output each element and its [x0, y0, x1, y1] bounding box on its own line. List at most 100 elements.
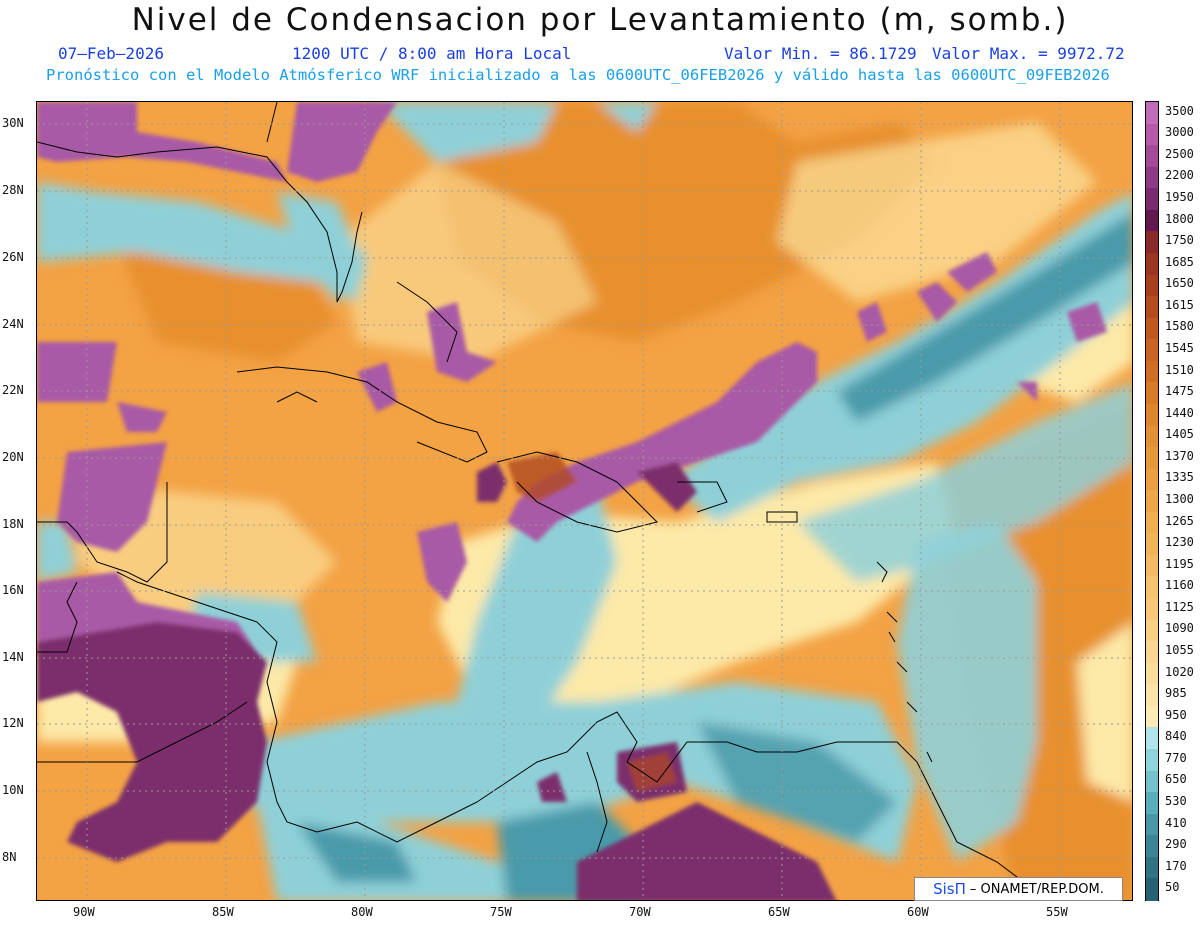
lon-label: 85W — [212, 905, 234, 919]
colorbar-cell — [1146, 641, 1158, 664]
colorbar-cell — [1146, 878, 1158, 901]
colorbar-cell — [1146, 145, 1158, 168]
colorbar-cell — [1146, 533, 1158, 556]
colorbar-label: 1685 — [1165, 254, 1194, 269]
colorbar-cell — [1146, 576, 1158, 599]
lat-label: 24N — [2, 317, 24, 331]
colorbar-label: 1650 — [1165, 276, 1194, 291]
colorbar-label: 1020 — [1165, 664, 1194, 679]
colorbar-cell — [1146, 360, 1158, 383]
value-min: Valor Min. = 86.1729 — [724, 44, 917, 63]
colorbar-cell — [1146, 209, 1158, 232]
lat-label: 8N — [2, 850, 17, 864]
colorbar-cell — [1146, 770, 1158, 793]
colorbar-cell — [1146, 835, 1158, 858]
colorbar-cell — [1146, 339, 1158, 362]
colorbar-label: 1615 — [1165, 297, 1194, 312]
purple-regions — [37, 102, 1107, 900]
graticule — [37, 102, 1132, 900]
colorbar-label: 1055 — [1165, 642, 1194, 657]
lat-label: 22N — [2, 383, 24, 397]
lat-label: 26N — [2, 250, 24, 264]
colorbar-cell — [1146, 252, 1158, 276]
colorbar — [1145, 101, 1159, 901]
colorbar-cell — [1146, 102, 1158, 125]
credit-text: – ONAMET/REP.DOM. — [969, 881, 1104, 897]
lat-label: 18N — [2, 517, 24, 531]
colorbar-label: 1750 — [1165, 233, 1194, 248]
colorbar-cell — [1146, 490, 1158, 513]
sispi-logo: SisΠ — [933, 880, 966, 898]
lon-label: 75W — [490, 905, 512, 919]
lat-label: 16N — [2, 583, 24, 597]
forecast-info: Pronóstico con el Modelo Atmósferico WRF… — [46, 66, 1110, 84]
colorbar-label: 2200 — [1165, 168, 1194, 183]
colorbar-cell — [1146, 274, 1158, 297]
colorbar-label: 1300 — [1165, 492, 1194, 506]
colorbar-label: 950 — [1165, 707, 1187, 722]
colorbar-label: 1405 — [1165, 427, 1194, 442]
colorbar-cell — [1146, 554, 1158, 578]
colorbar-cell — [1146, 188, 1158, 211]
colorbar-label: 2500 — [1165, 146, 1194, 161]
colorbar-label: 1160 — [1165, 578, 1194, 593]
coastlines — [37, 102, 1055, 900]
colorbar-cell — [1146, 727, 1158, 750]
map-field — [37, 102, 1132, 900]
colorbar-cell — [1146, 598, 1158, 621]
colorbar-label: 1090 — [1165, 621, 1194, 636]
lcl-map — [36, 101, 1133, 901]
colorbar-cell — [1146, 296, 1158, 319]
colorbar-cell — [1146, 619, 1158, 642]
lon-label: 70W — [629, 905, 651, 919]
colorbar-label: 290 — [1165, 837, 1187, 852]
colorbar-label: 985 — [1165, 686, 1187, 701]
lon-label: 65W — [768, 905, 790, 919]
colorbar-cell — [1146, 468, 1158, 491]
colorbar-cell — [1146, 662, 1158, 685]
colorbar-label: 1370 — [1165, 448, 1194, 463]
colorbar-cell — [1146, 231, 1158, 254]
lat-label: 12N — [2, 716, 24, 730]
colorbar-label: 1335 — [1165, 470, 1194, 485]
colorbar-label: 1950 — [1165, 190, 1194, 205]
colorbar-cell — [1146, 166, 1158, 189]
colorbar-label: 170 — [1165, 858, 1187, 873]
colorbar-label: 1510 — [1165, 362, 1194, 377]
colorbar-label: 410 — [1165, 815, 1187, 830]
colorbar-cell — [1146, 317, 1158, 340]
colorbar-cell — [1146, 382, 1158, 405]
colorbar-label: 1265 — [1165, 513, 1194, 528]
colorbar-label: 1800 — [1165, 211, 1194, 226]
colorbar-label: 50 — [1165, 880, 1180, 895]
valid-time: 1200 UTC / 8:00 am Hora Local — [292, 44, 572, 63]
valid-date: 07–Feb–2026 — [58, 44, 164, 63]
colorbar-label: 1195 — [1165, 556, 1194, 571]
colorbar-label: 1440 — [1165, 405, 1194, 420]
colorbar-label: 3500 — [1165, 103, 1194, 118]
colorbar-label: 3000 — [1165, 125, 1194, 140]
lat-label: 28N — [2, 183, 24, 197]
lon-label: 60W — [907, 905, 929, 919]
lon-label: 80W — [351, 905, 373, 919]
colorbar-cell — [1146, 123, 1158, 146]
colorbar-cell — [1146, 705, 1158, 729]
colorbar-label: 1475 — [1165, 384, 1194, 399]
colorbar-label: 1545 — [1165, 341, 1194, 356]
colorbar-label: 1580 — [1165, 319, 1194, 334]
colorbar-cell — [1146, 792, 1158, 815]
colorbar-label: 1125 — [1165, 599, 1194, 614]
colorbar-label: 1230 — [1165, 535, 1194, 550]
field-blurred — [37, 102, 1132, 900]
credit-box: SisΠ – ONAMET/REP.DOM. — [914, 877, 1123, 901]
colorbar-cell — [1146, 684, 1158, 707]
colorbar-label: 530 — [1165, 793, 1187, 808]
lon-label: 55W — [1046, 905, 1068, 919]
colorbar-cell — [1146, 813, 1158, 836]
colorbar-cell — [1146, 511, 1158, 534]
colorbar-label: 650 — [1165, 772, 1187, 787]
colorbar-cell — [1146, 447, 1158, 470]
lat-label: 20N — [2, 450, 24, 464]
colorbar-cell — [1146, 425, 1158, 448]
colorbar-cell — [1146, 403, 1158, 427]
